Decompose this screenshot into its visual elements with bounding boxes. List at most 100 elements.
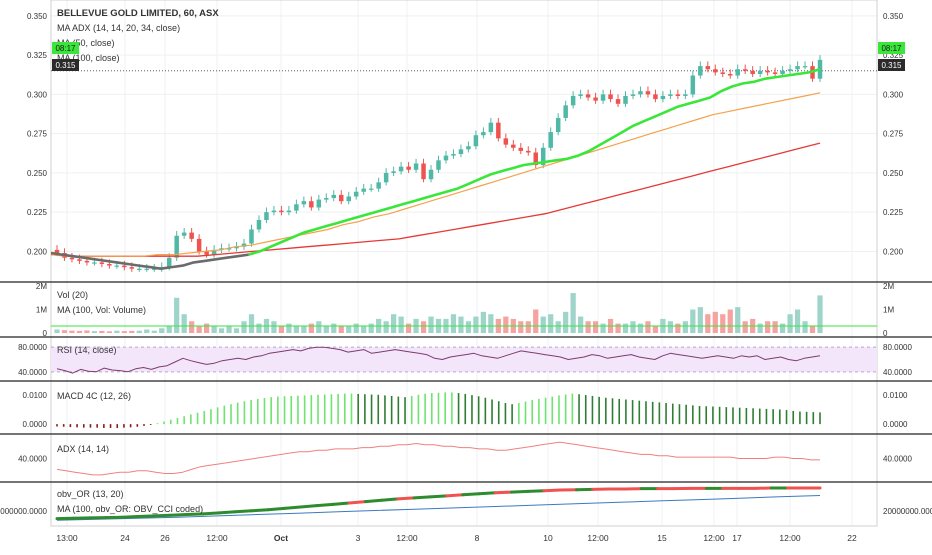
volume-bar: [241, 321, 246, 333]
candle-body: [167, 258, 171, 267]
volume-title: Vol (20): [57, 290, 88, 300]
candle-body: [765, 71, 769, 73]
x-tick-label: 22: [847, 533, 857, 543]
candle-body: [713, 69, 717, 72]
obv-segment: [430, 496, 446, 497]
candle-body: [189, 233, 193, 239]
volume-bar: [428, 317, 433, 333]
volume-bar: [99, 331, 104, 333]
volume-bar: [406, 324, 411, 333]
candle-body: [332, 195, 336, 198]
obv-segment: [333, 503, 349, 504]
last-price-left: 0.315: [55, 61, 76, 70]
candle-body: [489, 123, 493, 132]
candle-body: [474, 135, 478, 146]
volume-bar: [810, 326, 815, 333]
candle-body: [721, 72, 725, 74]
candle-body: [519, 148, 523, 151]
candle-body: [384, 173, 388, 182]
candle-body: [586, 94, 590, 97]
candle-body: [803, 66, 807, 67]
volume-bar: [451, 314, 456, 333]
volume-bar: [226, 326, 231, 333]
volume-bar: [249, 314, 254, 333]
candle-body: [706, 66, 710, 69]
candle-body: [122, 266, 126, 268]
obv-segment: [544, 490, 560, 491]
candle-body: [735, 69, 739, 75]
candle-body: [70, 258, 74, 260]
volume-bar: [728, 310, 733, 334]
price-tick-left: 0.200: [27, 247, 48, 256]
obv-tick-left: 20000000.0000: [0, 507, 48, 516]
candle-body: [773, 72, 777, 74]
marks-layer: [51, 55, 877, 520]
volume-bar: [556, 321, 561, 333]
candle-body: [197, 239, 201, 252]
volume-bar: [384, 321, 389, 333]
candle-body: [601, 94, 605, 100]
candle-body: [249, 229, 253, 243]
x-tick-label: 15: [657, 533, 667, 543]
volume-bar: [795, 310, 800, 334]
price-tick-left: 0.275: [27, 130, 48, 139]
x-tick-label: 8: [475, 533, 480, 543]
volume-bar: [361, 326, 366, 333]
candle-body: [257, 220, 261, 229]
obv-segment: [301, 506, 317, 507]
volume-bar: [211, 326, 216, 333]
macd-tick-left: 0.0000: [23, 420, 48, 429]
volume-bar: [107, 331, 112, 333]
volume-tick-left: 1M: [36, 306, 47, 315]
volume-bar: [54, 329, 59, 333]
candle-body: [309, 201, 313, 207]
volume-bar: [77, 331, 82, 333]
x-tick-label: 12:00: [779, 533, 801, 543]
volume-bar: [802, 321, 807, 333]
obv-segment: [154, 515, 170, 516]
obv-title: obv_OR (13, 20): [57, 489, 124, 499]
volume-bar: [189, 321, 194, 333]
volume-bar: [593, 321, 598, 333]
candle-body: [698, 66, 702, 75]
candle-body: [668, 94, 672, 96]
x-tick-label: 17: [732, 533, 742, 543]
rsi-title: RSI (14, close): [57, 345, 117, 355]
candle-body: [481, 132, 485, 135]
volume-bar: [638, 324, 643, 333]
countdown-right: 08:17: [881, 44, 902, 53]
obv-segment: [171, 515, 187, 516]
volume-bar: [578, 317, 583, 333]
volume-bar: [533, 310, 538, 334]
macd-tick-left: 0.0100: [23, 391, 48, 400]
obv-segment: [236, 511, 252, 512]
volume-bar: [772, 321, 777, 333]
candle-body: [788, 69, 792, 71]
volume-bar: [675, 324, 680, 333]
candle-body: [451, 154, 455, 156]
x-tick-label: Oct: [274, 533, 288, 543]
price-tick-right: 0.250: [883, 169, 904, 178]
candle-body: [750, 71, 754, 74]
volume-bar: [585, 321, 590, 333]
volume-bar: [743, 321, 748, 333]
macd-tick-right: 0.0100: [883, 391, 908, 400]
candle-body: [795, 66, 799, 69]
volume-bar: [204, 324, 209, 333]
candle-body: [376, 182, 380, 188]
candle-body: [459, 149, 463, 154]
candle-body: [115, 266, 119, 267]
volume-bar: [324, 326, 329, 333]
obv-segment: [512, 491, 528, 492]
candle-body: [421, 163, 425, 179]
candle-body: [504, 138, 508, 144]
candle-body: [496, 123, 500, 139]
candle-body: [182, 233, 186, 236]
macd-title: MACD 4C (12, 26): [57, 391, 131, 401]
volume-bar: [294, 326, 299, 333]
volume-bar: [615, 324, 620, 333]
candle-body: [623, 96, 627, 104]
volume-bar: [526, 321, 531, 333]
candle-body: [743, 69, 747, 71]
